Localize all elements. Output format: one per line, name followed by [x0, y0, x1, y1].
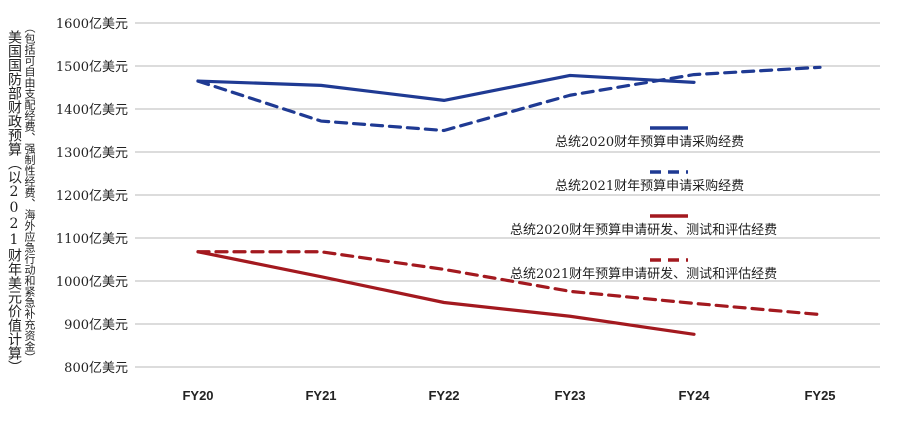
series-line-4 — [196, 250, 822, 317]
x-tick-label: FY23 — [554, 388, 585, 403]
x-tick-label: FY25 — [804, 388, 835, 403]
legend-label: 总统2021财年预算申请采购经费 — [555, 178, 744, 194]
y-tick-label: 1600亿美元 — [56, 17, 128, 32]
grid-lines — [135, 22, 880, 368]
legend-label: 总统2020财年预算申请采购经费 — [555, 134, 744, 150]
y-axis-title: 美国国防部财政预算（以2021财年美元价值计算） — [6, 30, 22, 374]
y-tick-label: 1200亿美元 — [56, 189, 128, 204]
y-axis-subtitle: （包括可自由支配经费、强制性经费、海外应急行动和紧急补充资金） — [23, 22, 36, 363]
y-tick-label: 900亿美元 — [64, 318, 128, 333]
x-tick-label: FY20 — [182, 388, 213, 403]
legend-label: 总统2021财年预算申请研发、测试和评估经费 — [510, 266, 777, 282]
y-tick-label: 1500亿美元 — [56, 60, 128, 75]
series-line-2 — [196, 65, 822, 133]
x-tick-label: FY22 — [428, 388, 459, 403]
series-line-1 — [196, 73, 696, 103]
legend: 总统2020财年预算申请采购经费总统2021财年预算申请采购经费总统2020财年… — [510, 126, 777, 282]
y-tick-labels: 800亿美元 900亿美元 1000亿美元 1100亿美元 1200亿美元 1300亿美元… — [56, 17, 128, 376]
series-line-3 — [196, 250, 696, 336]
y-tick-label: 1300亿美元 — [56, 146, 128, 161]
y-tick-label: 1100亿美元 — [56, 232, 128, 247]
y-tick-label: 1400亿美元 — [56, 103, 128, 118]
x-tick-label: FY21 — [305, 388, 336, 403]
y-tick-label: 800亿美元 — [64, 361, 128, 376]
y-tick-label: 1000亿美元 — [56, 275, 128, 290]
x-tick-labels: FY20 FY21 FY22 FY23 FY24 FY25 — [182, 388, 835, 403]
legend-label: 总统2020财年预算申请研发、测试和评估经费 — [510, 222, 777, 238]
series-lines — [196, 65, 822, 336]
x-tick-label: FY24 — [678, 388, 710, 403]
